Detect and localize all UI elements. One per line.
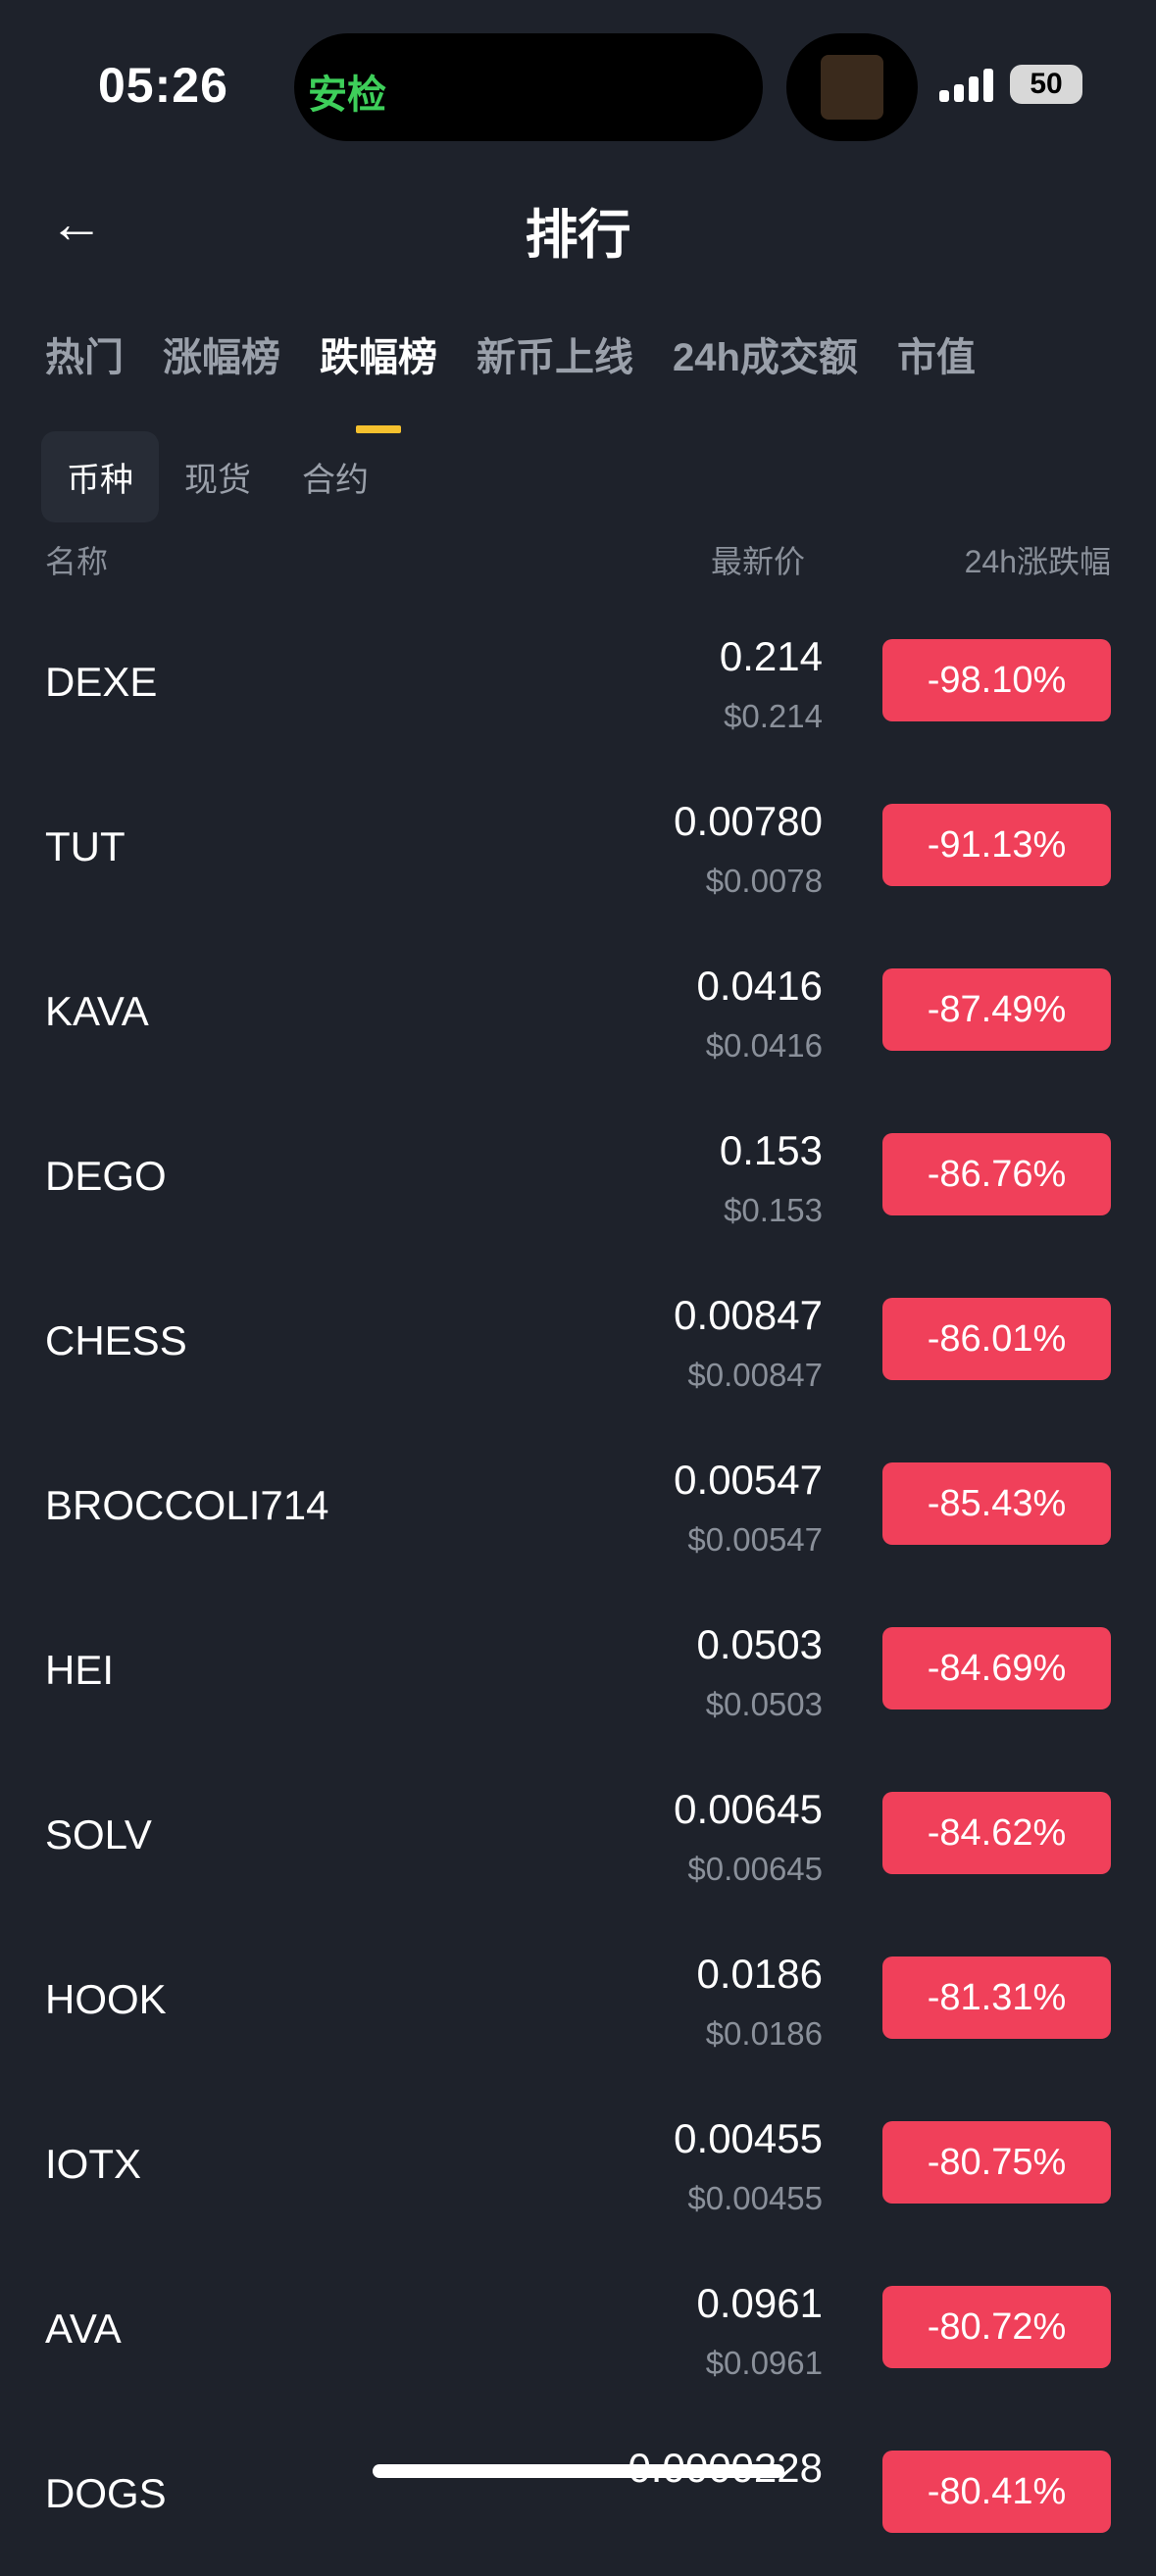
table-row[interactable]: DEXE 0.214 $0.214 -98.10%: [0, 600, 1156, 765]
coin-usd-price: $0.00455: [687, 2180, 823, 2216]
coin-price: 0.0186: [696, 1951, 823, 1997]
table-row[interactable]: TUT 0.00780 $0.0078 -91.13%: [0, 765, 1156, 929]
coin-usd-price: $0.0961: [705, 2345, 823, 2381]
coin-price: 0.0961: [696, 2280, 823, 2326]
coin-name: AVA: [45, 2305, 122, 2352]
change-badge: -91.13%: [882, 804, 1111, 886]
change-badge: -87.49%: [882, 968, 1111, 1051]
subtab-1[interactable]: 现货: [184, 462, 251, 499]
coin-name: KAVA: [45, 988, 149, 1034]
table-row[interactable]: BROCCOLI714 0.00547 $0.00547 -85.43%: [0, 1423, 1156, 1588]
change-badge: -84.62%: [882, 1792, 1111, 1874]
change-badge: -85.43%: [882, 1462, 1111, 1545]
coin-name: HOOK: [45, 1976, 167, 2022]
status-time: 05:26: [98, 58, 228, 113]
coin-price: 0.153: [719, 1127, 823, 1173]
table-row[interactable]: HOOK 0.0186 $0.0186 -81.31%: [0, 1917, 1156, 2082]
coin-name: DEXE: [45, 659, 158, 705]
coin-price: 0.00547: [674, 1457, 823, 1503]
coin-usd-price: $0.0186: [705, 2015, 823, 2052]
column-header-change: 24h涨跌幅: [964, 544, 1111, 579]
coin-name: CHESS: [45, 1317, 187, 1363]
coin-usd-price: $0.00645: [687, 1851, 823, 1887]
change-badge: -98.10%: [882, 639, 1111, 721]
coin-usd-price: $0.214: [724, 698, 823, 734]
album-art-icon: [821, 55, 883, 120]
coin-price: 0.00780: [674, 798, 823, 844]
change-badge: -80.41%: [882, 2451, 1111, 2533]
page-title: 排行: [525, 206, 631, 265]
tab-3[interactable]: 新币上线: [477, 336, 633, 379]
tab-2[interactable]: 跌幅榜: [320, 325, 437, 433]
coin-price: 0.0503: [696, 1621, 823, 1667]
tab-0[interactable]: 热门: [45, 336, 124, 379]
coin-usd-price: $0.00847: [687, 1357, 823, 1393]
coin-price: 0.0416: [696, 963, 823, 1009]
coin-name: HEI: [45, 1647, 115, 1693]
battery-icon: 50: [1010, 65, 1082, 104]
subtab-0[interactable]: 币种: [41, 431, 159, 522]
coin-usd-price: $0.153: [724, 1192, 823, 1228]
coin-price: 0.00847: [674, 1292, 823, 1338]
table-row[interactable]: CHESS 0.00847 $0.00847 -86.01%: [0, 1259, 1156, 1423]
home-indicator: [373, 2464, 784, 2478]
coin-usd-price: $0.0503: [705, 1686, 823, 1722]
change-badge: -80.75%: [882, 2121, 1111, 2204]
category-subtabs: 币种 现货 合约: [41, 431, 394, 522]
change-badge: -84.69%: [882, 1627, 1111, 1709]
column-header-name: 名称: [45, 544, 109, 579]
media-island: [786, 33, 918, 141]
change-badge: -81.31%: [882, 1957, 1111, 2039]
coin-usd-price: $0.0078: [705, 863, 823, 899]
table-row[interactable]: AVA 0.0961 $0.0961 -80.72%: [0, 2247, 1156, 2411]
back-arrow-icon[interactable]: ←: [49, 192, 104, 254]
table-row[interactable]: SOLV 0.00645 $0.00645 -84.62%: [0, 1753, 1156, 1917]
dynamic-island: 安检: [294, 33, 763, 141]
table-row[interactable]: IOTX 0.00455 $0.00455 -80.75%: [0, 2082, 1156, 2247]
change-badge: -86.76%: [882, 1133, 1111, 1215]
change-badge: -86.01%: [882, 1298, 1111, 1380]
coin-price: 0.214: [719, 633, 823, 679]
table-row[interactable]: KAVA 0.0416 $0.0416 -87.49%: [0, 929, 1156, 1094]
change-badge: -80.72%: [882, 2286, 1111, 2368]
tab-4[interactable]: 24h成交额: [673, 336, 858, 379]
tab-5[interactable]: 市值: [896, 336, 976, 379]
coin-usd-price: $0.00547: [687, 1521, 823, 1558]
coin-name: DOGS: [45, 2470, 167, 2516]
signal-icon: [939, 67, 994, 102]
coin-name: TUT: [45, 823, 126, 869]
coin-name: DEGO: [45, 1153, 167, 1199]
coin-name: IOTX: [45, 2141, 142, 2187]
tab-1[interactable]: 涨幅榜: [163, 336, 280, 379]
island-security-text: 安检: [308, 74, 386, 117]
column-header-price: 最新价: [710, 544, 805, 579]
coin-price: 0.00455: [674, 2115, 823, 2161]
table-row[interactable]: DOGS0.0000228-80.41%: [0, 2411, 1156, 2576]
coin-name: SOLV: [45, 1811, 152, 1858]
table-row[interactable]: DEGO 0.153 $0.153 -86.76%: [0, 1094, 1156, 1259]
subtab-2[interactable]: 合约: [302, 462, 369, 499]
table-row[interactable]: HEI 0.0503 $0.0503 -84.69%: [0, 1588, 1156, 1753]
coin-price: 0.00645: [674, 1786, 823, 1832]
ranking-tabs: 热门 涨幅榜 跌幅榜 新币上线 24h成交额 市值: [45, 325, 976, 433]
coin-usd-price: $0.0416: [705, 1027, 823, 1064]
coin-name: BROCCOLI714: [45, 1482, 329, 1528]
